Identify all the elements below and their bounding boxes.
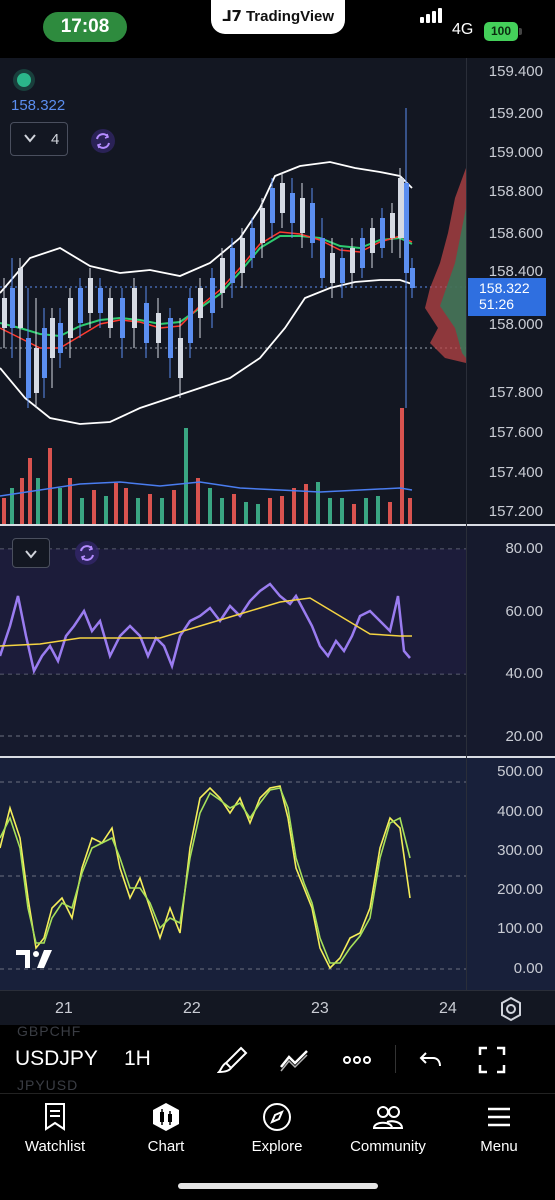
last-price-value: 158.322: [479, 280, 530, 296]
indicator-count: 4: [51, 131, 60, 148]
price-axis-label: 157.800: [488, 384, 543, 401]
tab-bar: Watchlist Chart Explore Community: [0, 1093, 555, 1200]
trend-line-icon[interactable]: [277, 1043, 311, 1077]
status-bar: 17:08 ⅃7 TradingView 4G 100: [0, 0, 555, 58]
time-axis-label: 21: [55, 1000, 73, 1017]
time-axis-label: 22: [183, 1000, 201, 1017]
sync-icon[interactable]: [90, 128, 116, 154]
osc-axis-label: 400.00: [497, 803, 543, 820]
pane-divider[interactable]: [0, 524, 555, 526]
price-axis-label: 158.600: [488, 225, 543, 242]
crosshair-price: 158.322: [11, 97, 66, 114]
tradingview-logo-icon: ⅃7: [221, 7, 242, 25]
tab-label: Menu: [480, 1138, 518, 1155]
stochastic-chart-canvas[interactable]: [0, 758, 466, 990]
home-indicator: [178, 1183, 378, 1189]
last-price-tag[interactable]: 158.322 51:26: [468, 278, 546, 316]
time-axis-label: 23: [311, 1000, 329, 1017]
tradingview-watermark-icon: [16, 950, 52, 968]
price-axis-label: 159.400: [488, 63, 543, 80]
price-axis-label: 158.000: [488, 316, 543, 333]
market-open-indicator: [17, 73, 31, 87]
tab-label: Community: [350, 1138, 426, 1155]
pane-divider[interactable]: [0, 756, 555, 758]
osc-axis-label: 200.00: [497, 881, 543, 898]
tab-label: Watchlist: [24, 1138, 86, 1155]
price-axis-label: 158.800: [488, 183, 543, 200]
time-axis-label: 24: [439, 1000, 457, 1017]
price-pane[interactable]: 158.322 4: [0, 58, 555, 524]
compass-icon: [263, 1103, 291, 1131]
sync-icon[interactable]: [74, 540, 100, 566]
tab-watchlist[interactable]: Watchlist: [0, 1102, 110, 1162]
brush-icon[interactable]: [217, 1043, 251, 1077]
status-time[interactable]: 17:08: [43, 12, 127, 42]
osc-axis-label: 300.00: [497, 842, 543, 859]
rsi-axis-label: 80.00: [505, 540, 543, 557]
stochastic-pane[interactable]: [0, 758, 555, 990]
bollinger-lower: [0, 279, 413, 425]
indicators-toggle-button[interactable]: 4: [10, 122, 68, 156]
chart-toolbar: GBPCHF USDJPY JPYUSD 1H: [0, 1023, 555, 1093]
rsi-collapse-button[interactable]: [12, 538, 50, 568]
rsi-axis-label: 40.00: [505, 665, 543, 682]
volume-profile-up: [440, 208, 466, 358]
chevron-down-icon: [25, 550, 37, 559]
rsi-chart-canvas[interactable]: [0, 526, 466, 756]
tab-chart[interactable]: Chart: [111, 1102, 221, 1162]
price-axis-label: 159.200: [488, 105, 543, 122]
rsi-band: [0, 549, 466, 674]
next-symbol[interactable]: JPYUSD: [17, 1077, 79, 1093]
toolbar-divider: [395, 1045, 396, 1073]
people-icon: [372, 1106, 404, 1129]
volume-ma-line: [0, 481, 413, 497]
rsi-axis-label: 20.00: [505, 728, 543, 745]
undo-icon[interactable]: [413, 1043, 447, 1077]
osc-axis-label: 500.00: [497, 763, 543, 780]
time-axis[interactable]: 21 22 23 24: [0, 990, 555, 1025]
symbol-button[interactable]: USDJPY: [15, 1047, 98, 1070]
tab-community[interactable]: Community: [333, 1102, 443, 1162]
chart-icon: [153, 1103, 179, 1131]
osc-axis-label: 100.00: [497, 920, 543, 937]
app-notch: ⅃7 TradingView: [211, 0, 345, 34]
price-chart-canvas[interactable]: [0, 58, 466, 524]
bookmark-icon: [45, 1103, 65, 1131]
price-axis[interactable]: 159.400 159.200 159.000 158.800 158.600 …: [466, 58, 555, 990]
tab-label: Explore: [251, 1138, 303, 1155]
tab-menu[interactable]: Menu: [444, 1102, 554, 1162]
price-axis-label: 157.600: [488, 424, 543, 441]
prev-symbol[interactable]: GBPCHF: [17, 1023, 82, 1039]
price-axis-label: 157.200: [488, 503, 543, 520]
stochastic-d-line: [0, 787, 411, 964]
chart-settings-icon[interactable]: [498, 996, 524, 1022]
chevron-down-icon: [24, 134, 36, 143]
volume-bars: [2, 408, 412, 524]
price-axis-label: 159.000: [488, 144, 543, 161]
candles: [2, 108, 415, 408]
tab-label: Chart: [147, 1138, 185, 1155]
fullscreen-icon[interactable]: [475, 1043, 509, 1077]
hamburger-icon: [488, 1107, 510, 1127]
rsi-pane[interactable]: [0, 526, 555, 756]
price-axis-label: 158.400: [488, 263, 543, 280]
rsi-axis-label: 60.00: [505, 603, 543, 620]
osc-axis-label: 0.00: [513, 960, 543, 977]
battery-icon: 100: [484, 22, 518, 41]
more-icon[interactable]: [340, 1043, 374, 1077]
tab-explore[interactable]: Explore: [222, 1102, 332, 1162]
network-type: 4G: [452, 21, 474, 38]
price-axis-label: 157.400: [488, 464, 543, 481]
rsi-signal-line: [0, 597, 412, 647]
bar-countdown: 51:26: [479, 296, 515, 312]
bollinger-upper: [0, 161, 413, 294]
chart-area[interactable]: 158.322 4: [0, 58, 555, 1025]
timeframe-button[interactable]: 1H: [124, 1047, 151, 1070]
battery-tip: [519, 28, 522, 35]
stochastic-k-line: [0, 785, 411, 970]
app-name: TradingView: [245, 8, 335, 25]
